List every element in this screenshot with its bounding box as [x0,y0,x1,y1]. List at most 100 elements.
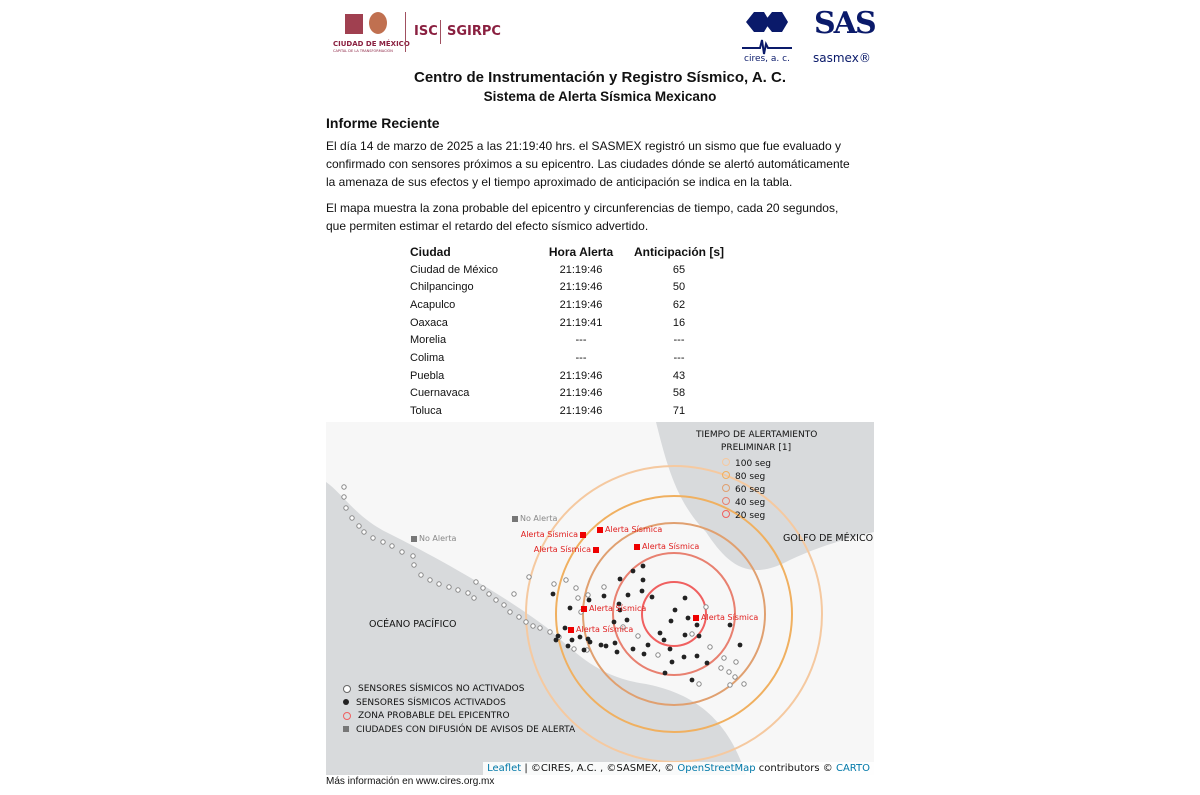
sensor-inactive [501,602,507,608]
sensor-inactive [585,592,591,598]
sensor-inactive [473,579,479,585]
map-legend-item: ZONA PROBABLE DEL EPICENTRO [343,711,510,721]
city-square-icon [593,546,599,553]
sasmex-logo: sasmex® [813,51,871,65]
sensor-inactive [411,562,417,568]
sensor-inactive [516,614,522,620]
sensor-active [601,593,607,599]
leaflet-link[interactable]: Leaflet [487,763,522,774]
city-square-icon [597,526,603,533]
sensor-inactive [547,629,553,635]
ring-icon [722,458,730,466]
table-cell: Morelia [410,334,447,347]
table-row: Ciudad de México 21:19:46 65 [406,261,728,279]
alert-city-marker[interactable]: Alerta Sísmica [566,625,633,634]
alert-city-marker[interactable]: Alerta Sísmica [632,542,699,551]
alert-city-marker[interactable]: Alerta Sísmica [534,545,601,554]
map-legend-item: CIUDADES CON DIFUSIÓN DE AVISOS DE ALERT… [343,725,575,735]
sensor-inactive [356,523,362,529]
no-alert-city-marker[interactable]: No Alerta [512,514,557,523]
table-cell: 16 [672,316,686,329]
sensor-inactive [446,584,452,590]
cires-logo: cires, a. c. [742,10,792,66]
sensor-active [581,647,587,653]
ring-icon [722,497,730,505]
sensor-inactive [389,543,395,549]
alert-city-marker[interactable]: Alerta Sísmica [595,525,662,534]
time-ring [582,522,766,706]
sensor-inactive [726,669,732,675]
ring-icon [722,471,730,479]
map-legend-item: SENSORES SÍSMICOS ACTIVADOS [343,698,506,708]
city-square-icon [411,535,417,542]
time-ring [555,495,793,733]
sensor-active [577,634,583,640]
map-canvas[interactable] [326,422,874,775]
ring-legend-title: PRELIMINAR [1] [720,443,792,453]
sensor-inactive [523,619,529,625]
table-row: Colima --- --- [406,349,728,367]
alert-city-marker[interactable]: Alerta Sísmica [579,604,646,613]
table-cell: 21:19:46 [559,263,603,276]
sensor-inactive [530,623,536,629]
table-row: Oaxaca 21:19:41 16 [406,314,728,332]
sensor-active [694,653,700,659]
land [746,662,874,775]
sensor-active [662,670,668,676]
cires-seismograph-icon [742,12,792,55]
ring-legend-item: 20 seg [722,510,765,521]
sensor-inactive [707,644,713,650]
cdmx-heart-icon [369,12,387,34]
alert-city-marker[interactable]: Alerta Sísmica [521,530,588,539]
sensor-active [624,617,630,623]
table-cell: Acapulco [410,298,456,311]
sensor-active [562,625,568,631]
sensor-active [617,576,623,582]
sensor-inactive [465,590,471,596]
sensor-active [682,632,688,638]
ring-legend-title: TIEMPO DE ALERTAMIENTO [696,430,818,440]
gulf-label: GOLFO DE MÉXICO [783,533,874,544]
sensor-active [694,622,700,628]
carto-link[interactable]: CARTO [835,763,870,774]
sensor-inactive [703,604,709,610]
sensor-active [737,642,743,648]
sensor-inactive [551,581,557,587]
no-alert-city-marker[interactable]: No Alerta [411,534,456,543]
sensor-active [617,607,623,613]
sensor-active [661,637,667,643]
table-row: Toluca 21:19:46 71 [406,402,728,420]
sensor-inactive [573,585,579,591]
city-square-icon [634,543,640,550]
divider [440,20,441,44]
divider [405,12,406,52]
sensor-active-icon [343,699,349,705]
sensor-active [640,563,646,569]
sensor-active [667,646,673,652]
pacific-label: OCÉANO PACÍFICO [369,619,457,630]
sensor-active [639,588,645,594]
sensor-active [553,637,559,643]
map[interactable]: Alerta Sísmica Alerta Sísmica Alerta Sísmi… [326,422,874,775]
sensor-inactive [349,515,355,521]
page-subtitle: Sistema de Alerta Sísmica Mexicano [483,89,717,104]
sensor-active [696,633,702,639]
city-square-icon [693,614,699,621]
sensor-active [569,637,575,643]
table-row: Morelia --- --- [406,331,728,349]
sensor-active [669,659,675,665]
cdmx-shield-icon [345,14,363,34]
table-row: Chilpancingo 21:19:46 50 [406,278,728,296]
sensor-active [550,591,556,597]
alert-city-marker[interactable]: Alerta Sísmica [691,613,758,622]
sensor-inactive [620,624,626,630]
sensor-inactive [511,591,517,597]
sensor-inactive-icon [343,684,351,693]
cdmx-logo: CIUDAD DE MÉXICO CAPITAL DE LA TRANSFORM… [333,10,410,55]
osm-link[interactable]: OpenStreetMap [677,763,756,774]
table-cell: Colima [410,351,445,364]
sensor-active [611,619,617,625]
table-cell: 50 [672,281,686,294]
sensor-inactive [727,682,733,688]
city-square-icon [581,605,587,612]
